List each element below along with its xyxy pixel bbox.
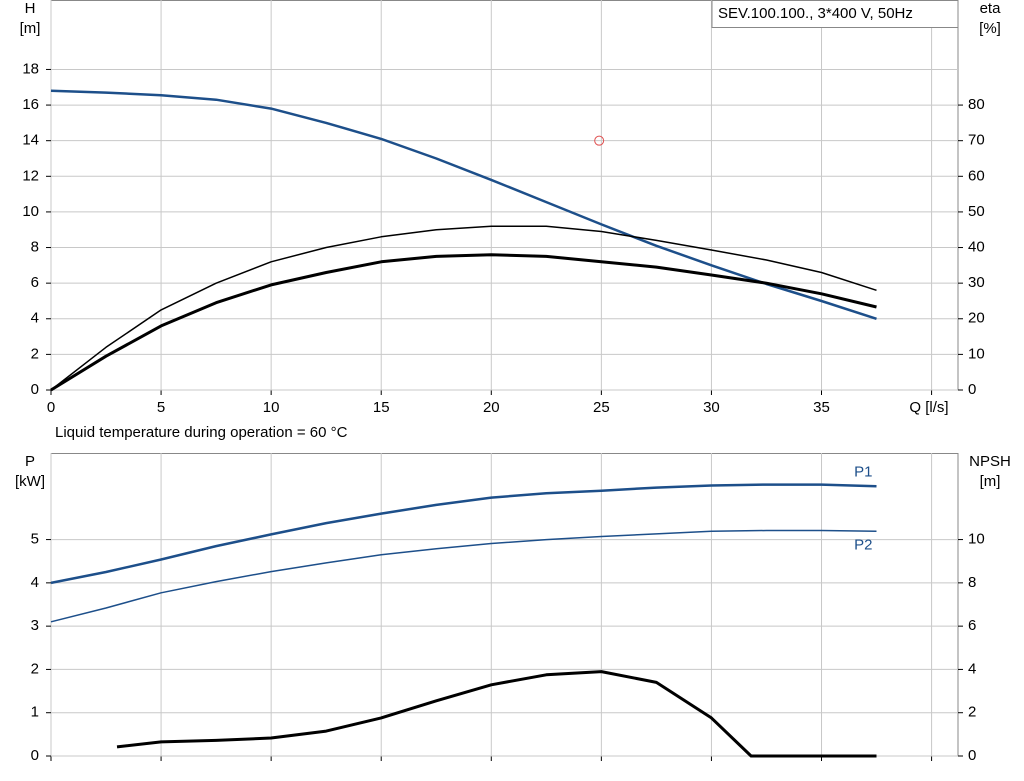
series-label: P1	[854, 463, 872, 480]
y2-tick-label: 70	[968, 132, 985, 149]
y-axis-unit: [kW]	[15, 473, 45, 490]
curve	[50, 483, 877, 585]
series-label: P2	[854, 536, 872, 553]
y2-tick-label: 10	[968, 345, 985, 362]
y2-tick-label: 60	[968, 167, 985, 184]
x-tick-label: 15	[373, 399, 390, 416]
y2-tick-label: 40	[968, 239, 985, 256]
y2-axis-unit: [%]	[979, 20, 1001, 37]
y-tick-label: 0	[31, 381, 39, 398]
y-tick-label: 16	[22, 96, 39, 113]
y2-tick-label: 0	[968, 381, 976, 398]
y2-axis-label: eta	[980, 0, 1002, 17]
y2-tick-label: 2	[968, 704, 976, 721]
y2-tick-label: 0	[968, 747, 976, 764]
y2-tick-label: 80	[968, 96, 985, 113]
y2-tick-label: 50	[968, 203, 985, 220]
y-tick-label: 6	[31, 274, 39, 291]
curve	[50, 253, 877, 392]
y2-axis-unit: [m]	[980, 473, 1001, 490]
x-tick-label: 0	[47, 399, 55, 416]
note: Liquid temperature during operation = 60…	[55, 424, 348, 441]
operating-point	[594, 135, 605, 146]
x-tick-label: 25	[593, 399, 610, 416]
y-tick-label: 8	[31, 239, 39, 256]
y-tick-label: 2	[31, 345, 39, 362]
y-tick-label: 3	[31, 617, 39, 634]
y-axis-label: P	[25, 453, 35, 470]
y-tick-label: 4	[31, 574, 39, 591]
y2-tick-label: 4	[968, 660, 976, 677]
y-tick-label: 2	[31, 660, 39, 677]
x-tick-label: 20	[483, 399, 500, 416]
y-axis-unit: [m]	[20, 20, 41, 37]
title-box	[711, 0, 959, 28]
curve	[116, 670, 877, 758]
y-axis-label: H	[25, 0, 36, 17]
x-tick-label: 35	[813, 399, 830, 416]
x-axis-label: Q [l/s]	[909, 399, 948, 416]
y-tick-label: 14	[22, 132, 39, 149]
y-tick-label: 10	[22, 203, 39, 220]
y-tick-label: 18	[22, 60, 39, 77]
y-tick-label: 12	[22, 167, 39, 184]
y2-axis-label: NPSH	[969, 453, 1011, 470]
x-tick-label: 10	[263, 399, 280, 416]
y2-tick-label: 6	[968, 617, 976, 634]
curve	[50, 529, 877, 623]
y2-tick-label: 20	[968, 310, 985, 327]
y2-tick-label: 8	[968, 574, 976, 591]
y-tick-label: 5	[31, 531, 39, 548]
y-tick-label: 4	[31, 310, 39, 327]
y2-tick-label: 30	[968, 274, 985, 291]
y-tick-label: 1	[31, 704, 39, 721]
curve	[50, 225, 877, 391]
x-tick-label: 5	[157, 399, 165, 416]
curve	[50, 89, 877, 320]
y-tick-label: 0	[31, 747, 39, 764]
y2-tick-label: 10	[968, 531, 985, 548]
x-tick-label: 30	[703, 399, 720, 416]
chart-title: SEV.100.100., 3*400 V, 50Hz	[718, 5, 913, 22]
